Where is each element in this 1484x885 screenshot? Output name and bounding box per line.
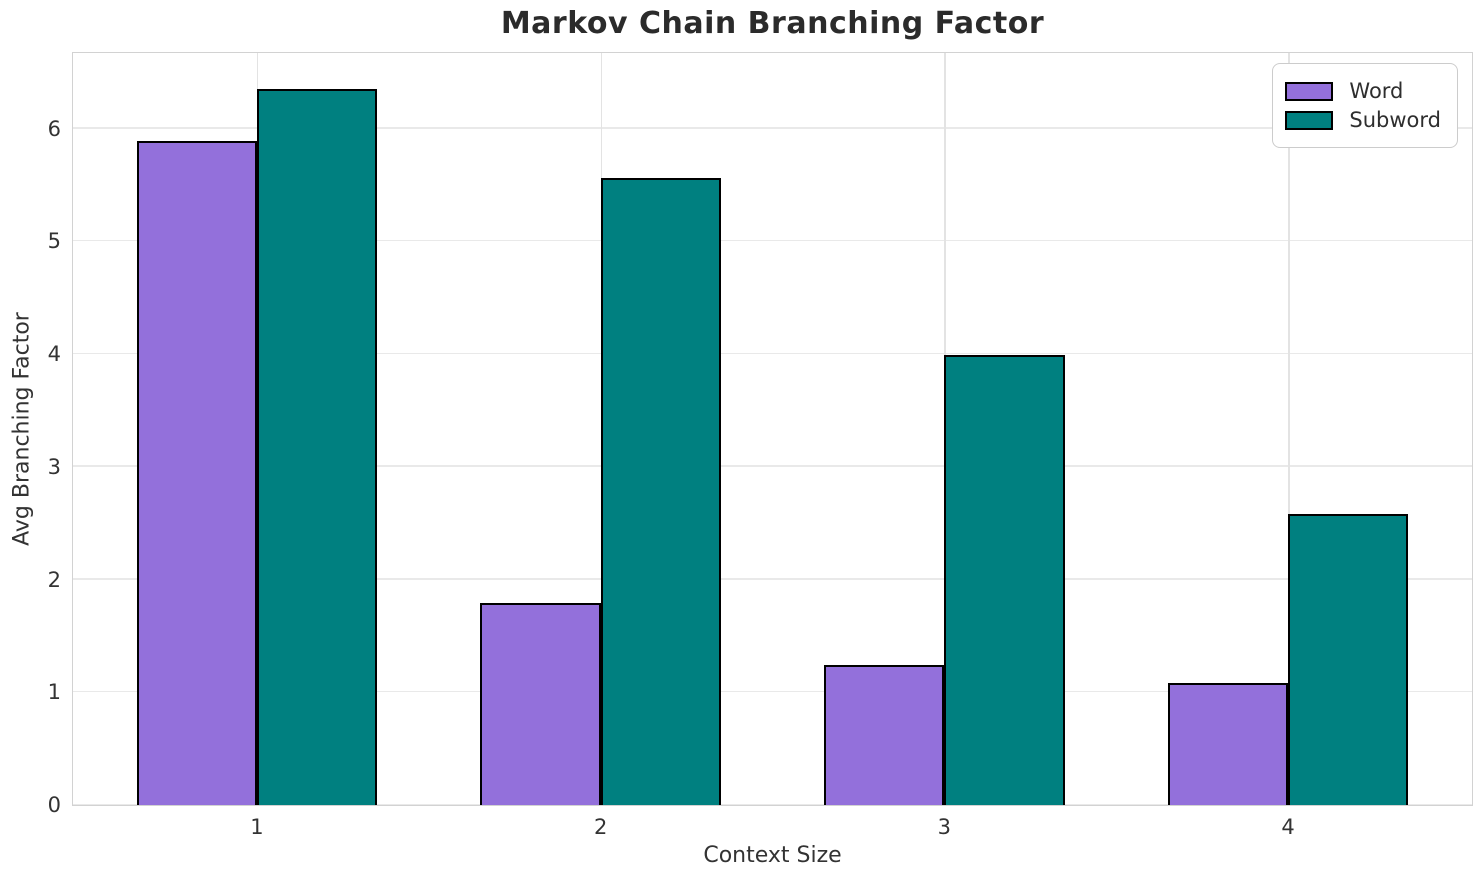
- legend-row-subword: Subword: [1285, 108, 1441, 132]
- plot-area: Word Subword 0 1 2 3 4 5 6 1 2 3 4: [48, 52, 1473, 839]
- bar-word-1: [136, 140, 257, 805]
- gridline-y-6: [73, 127, 1472, 129]
- bar-word-2: [480, 603, 601, 805]
- bar-subword-1: [256, 89, 378, 805]
- gridline-y-2: [73, 578, 1472, 580]
- gridline-y-1: [73, 690, 1472, 693]
- legend: Word Subword: [1272, 63, 1458, 148]
- y-tick-label-0: 0: [47, 793, 61, 817]
- y-tick-label-4: 4: [47, 342, 61, 367]
- y-axis-label: Avg Branching Factor: [9, 312, 35, 546]
- legend-swatch-subword: [1285, 110, 1334, 130]
- x-tick-label-1: 1: [250, 815, 264, 839]
- x-tick-label-4: 4: [1281, 815, 1295, 839]
- gridline-y-5: [73, 239, 1472, 242]
- x-tick-label-2: 2: [593, 815, 608, 839]
- y-tick-label-2: 2: [47, 567, 61, 592]
- bar-word-3: [824, 665, 945, 805]
- bar-word-4: [1167, 683, 1289, 805]
- y-tick-label-6: 6: [47, 116, 61, 141]
- bar-subword-3: [944, 355, 1065, 805]
- chart-title: Markov Chain Branching Factor: [500, 6, 1045, 41]
- y-tick-label-1: 1: [47, 680, 61, 705]
- gridline-y-3: [73, 465, 1472, 467]
- bar-subword-2: [600, 178, 721, 805]
- legend-row-word: Word: [1285, 79, 1441, 103]
- y-tick-label-5: 5: [47, 229, 61, 254]
- y-tick-label-3: 3: [47, 454, 61, 479]
- gridline-y-4: [73, 352, 1472, 355]
- gridline-y-0: [73, 803, 1472, 805]
- legend-label-subword: Subword: [1349, 108, 1441, 132]
- legend-swatch-word: [1285, 81, 1334, 101]
- bar-subword-4: [1288, 514, 1409, 805]
- legend-label-word: Word: [1349, 79, 1404, 103]
- x-tick-label-3: 3: [937, 815, 952, 839]
- gridline-x-4: [1288, 53, 1290, 805]
- x-axis-label: Context Size: [703, 843, 842, 868]
